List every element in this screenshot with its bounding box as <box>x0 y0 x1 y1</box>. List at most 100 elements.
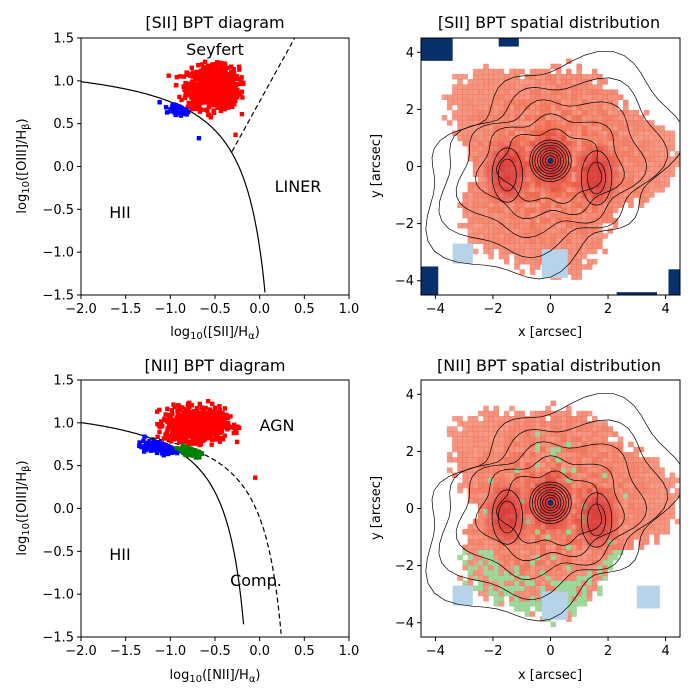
spaxel <box>488 68 494 75</box>
spaxel <box>612 99 619 106</box>
spaxel <box>535 181 541 188</box>
spaxel <box>529 187 536 193</box>
spaxel <box>643 518 650 525</box>
spaxel <box>503 217 510 224</box>
spaxel <box>467 457 474 463</box>
spaxel <box>623 151 629 157</box>
spaxel <box>560 217 567 224</box>
spaxel <box>628 161 634 167</box>
spaxel <box>576 187 582 193</box>
spaxel <box>509 125 515 131</box>
spaxel <box>483 248 489 255</box>
spaxel <box>654 493 660 499</box>
spaxel <box>545 436 551 442</box>
x-tick-label: 0.0 <box>249 644 270 659</box>
data-point <box>197 401 202 407</box>
spaxel <box>591 228 598 234</box>
spaxel <box>509 549 515 556</box>
spaxel <box>602 482 608 489</box>
spaxel <box>576 595 582 602</box>
spaxel <box>472 487 479 494</box>
spaxel <box>669 493 676 499</box>
data-point <box>206 424 211 429</box>
spaxel <box>472 462 479 468</box>
y-tick-label: 0 <box>406 160 414 175</box>
spaxel <box>664 513 671 520</box>
spaxel <box>519 228 525 234</box>
spaxel <box>524 601 531 607</box>
spaxel <box>550 416 557 422</box>
spaxel <box>452 74 458 80</box>
spaxel <box>550 436 557 442</box>
spaxel <box>462 94 468 100</box>
spaxel <box>519 192 525 198</box>
spaxel <box>576 457 582 463</box>
spaxel <box>493 446 500 453</box>
data-point <box>220 104 225 109</box>
spaxel <box>617 487 624 494</box>
spaxel <box>529 125 536 131</box>
spaxel <box>503 462 510 468</box>
spaxel <box>566 595 572 602</box>
spaxel <box>493 477 500 484</box>
spaxel <box>493 441 500 448</box>
spaxel <box>493 565 500 571</box>
spaxel <box>586 223 593 229</box>
data-point <box>166 73 171 78</box>
spaxel <box>467 79 474 85</box>
spaxel <box>498 570 505 576</box>
spaxel <box>457 452 463 458</box>
spaxel <box>571 115 577 121</box>
spaxel <box>638 156 645 162</box>
spaxel <box>566 130 572 136</box>
spaxel <box>612 467 619 473</box>
spaxel <box>628 467 634 473</box>
spaxel <box>462 421 468 427</box>
spaxel <box>591 223 598 229</box>
spaxel <box>514 233 520 239</box>
spaxel <box>576 104 582 111</box>
spaxel <box>654 176 660 183</box>
spaxel <box>566 79 572 85</box>
spaxel <box>550 197 557 203</box>
spaxel <box>581 125 588 131</box>
spaxel <box>519 187 525 193</box>
spaxel <box>540 539 546 545</box>
spaxel <box>628 441 634 448</box>
spaxel <box>514 575 520 581</box>
spaxel <box>524 212 531 219</box>
spaxel <box>478 446 484 453</box>
spaxel <box>633 467 639 473</box>
spaxel <box>560 84 567 90</box>
spaxel <box>509 110 515 116</box>
spaxel <box>524 554 531 561</box>
spaxel <box>566 431 572 437</box>
spaxel <box>654 487 660 494</box>
spaxel <box>597 426 603 432</box>
spaxel <box>467 187 474 193</box>
spaxel <box>529 431 536 437</box>
spaxel <box>581 570 588 576</box>
spaxel <box>493 228 500 234</box>
contour-line <box>580 492 613 548</box>
spaxel <box>493 79 500 85</box>
spaxel <box>514 202 520 208</box>
spaxel <box>555 212 562 219</box>
spaxel <box>623 482 629 489</box>
spaxel <box>555 544 562 550</box>
data-point <box>201 99 206 104</box>
spaxel <box>617 498 624 504</box>
data-point <box>188 449 194 454</box>
data-point <box>163 412 168 417</box>
spaxel <box>571 575 577 581</box>
data-point <box>215 60 220 65</box>
spaxel <box>643 125 650 131</box>
spaxel <box>581 212 588 219</box>
spaxel <box>643 472 650 478</box>
spaxel <box>612 161 619 167</box>
data-point <box>180 419 185 424</box>
spaxel <box>483 498 489 504</box>
spaxel <box>648 192 655 198</box>
spaxel <box>581 487 588 494</box>
spaxel <box>467 441 474 448</box>
